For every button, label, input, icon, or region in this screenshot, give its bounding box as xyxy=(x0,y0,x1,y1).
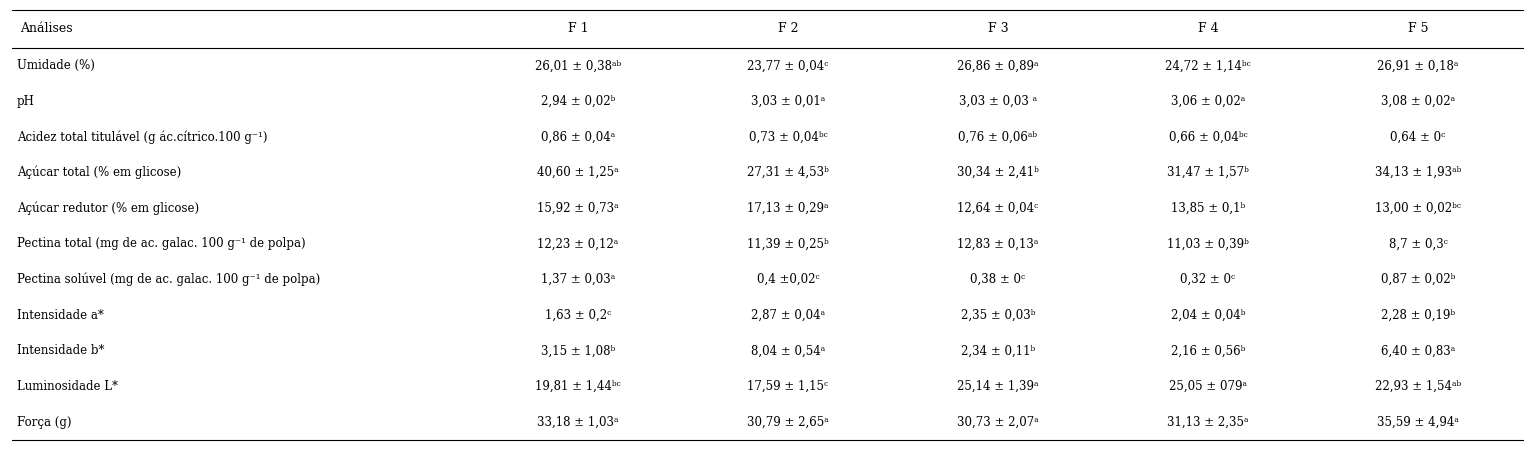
Text: Pectina total (mg de ac. galac. 100 g⁻¹ de polpa): Pectina total (mg de ac. galac. 100 g⁻¹ … xyxy=(17,238,305,251)
Text: Intensidade b*: Intensidade b* xyxy=(17,344,104,357)
Text: 3,06 ± 0,02ᵃ: 3,06 ± 0,02ᵃ xyxy=(1171,95,1245,108)
Text: 2,34 ± 0,11ᵇ: 2,34 ± 0,11ᵇ xyxy=(961,344,1035,357)
Text: 40,60 ± 1,25ᵃ: 40,60 ± 1,25ᵃ xyxy=(537,166,619,179)
Text: F 1: F 1 xyxy=(568,22,588,36)
Text: 0,4 ±0,02ᶜ: 0,4 ±0,02ᶜ xyxy=(757,273,820,286)
Text: 26,91 ± 0,18ᵃ: 26,91 ± 0,18ᵃ xyxy=(1377,59,1458,72)
Text: 1,37 ± 0,03ᵃ: 1,37 ± 0,03ᵃ xyxy=(540,273,616,286)
Text: 23,77 ± 0,04ᶜ: 23,77 ± 0,04ᶜ xyxy=(748,59,829,72)
Text: Análises: Análises xyxy=(20,22,72,36)
Text: 3,08 ± 0,02ᵃ: 3,08 ± 0,02ᵃ xyxy=(1382,95,1455,108)
Text: 31,13 ± 2,35ᵃ: 31,13 ± 2,35ᵃ xyxy=(1167,416,1248,429)
Text: 30,79 ± 2,65ᵃ: 30,79 ± 2,65ᵃ xyxy=(748,416,829,429)
Text: 11,39 ± 0,25ᵇ: 11,39 ± 0,25ᵇ xyxy=(748,238,829,251)
Text: Açúcar total (% em glicose): Açúcar total (% em glicose) xyxy=(17,166,181,180)
Text: Umidade (%): Umidade (%) xyxy=(17,59,95,72)
Text: 2,16 ± 0,56ᵇ: 2,16 ± 0,56ᵇ xyxy=(1171,344,1245,357)
Text: 8,04 ± 0,54ᵃ: 8,04 ± 0,54ᵃ xyxy=(751,344,824,357)
Text: F 2: F 2 xyxy=(778,22,798,36)
Text: 22,93 ± 1,54ᵃᵇ: 22,93 ± 1,54ᵃᵇ xyxy=(1375,380,1461,393)
Text: 0,32 ± 0ᶜ: 0,32 ± 0ᶜ xyxy=(1180,273,1236,286)
Text: 26,86 ± 0,89ᵃ: 26,86 ± 0,89ᵃ xyxy=(958,59,1039,72)
Text: 34,13 ± 1,93ᵃᵇ: 34,13 ± 1,93ᵃᵇ xyxy=(1375,166,1461,179)
Text: 15,92 ± 0,73ᵃ: 15,92 ± 0,73ᵃ xyxy=(537,202,619,215)
Text: 0,38 ± 0ᶜ: 0,38 ± 0ᶜ xyxy=(970,273,1025,286)
Text: 8,7 ± 0,3ᶜ: 8,7 ± 0,3ᶜ xyxy=(1389,238,1448,251)
Text: 35,59 ± 4,94ᵃ: 35,59 ± 4,94ᵃ xyxy=(1377,416,1458,429)
Text: F 5: F 5 xyxy=(1408,22,1428,36)
Text: 0,86 ± 0,04ᵃ: 0,86 ± 0,04ᵃ xyxy=(540,130,616,144)
Text: 0,66 ± 0,04ᵇᶜ: 0,66 ± 0,04ᵇᶜ xyxy=(1168,130,1248,144)
Text: 0,73 ± 0,04ᵇᶜ: 0,73 ± 0,04ᵇᶜ xyxy=(749,130,827,144)
Text: 1,63 ± 0,2ᶜ: 1,63 ± 0,2ᶜ xyxy=(545,309,611,322)
Text: 30,34 ± 2,41ᵇ: 30,34 ± 2,41ᵇ xyxy=(956,166,1039,179)
Text: 26,01 ± 0,38ᵃᵇ: 26,01 ± 0,38ᵃᵇ xyxy=(534,59,622,72)
Text: F 4: F 4 xyxy=(1197,22,1219,36)
Text: 25,05 ± 079ᵃ: 25,05 ± 079ᵃ xyxy=(1170,380,1246,393)
Text: 12,83 ± 0,13ᵃ: 12,83 ± 0,13ᵃ xyxy=(958,238,1039,251)
Text: 31,47 ± 1,57ᵇ: 31,47 ± 1,57ᵇ xyxy=(1167,166,1249,179)
Text: 6,40 ± 0,83ᵃ: 6,40 ± 0,83ᵃ xyxy=(1382,344,1455,357)
Text: 27,31 ± 4,53ᵇ: 27,31 ± 4,53ᵇ xyxy=(748,166,829,179)
Text: F 3: F 3 xyxy=(987,22,1008,36)
Text: 2,04 ± 0,04ᵇ: 2,04 ± 0,04ᵇ xyxy=(1171,309,1245,322)
Text: Intensidade a*: Intensidade a* xyxy=(17,309,104,322)
Text: 2,87 ± 0,04ᵃ: 2,87 ± 0,04ᵃ xyxy=(751,309,824,322)
Text: 0,87 ± 0,02ᵇ: 0,87 ± 0,02ᵇ xyxy=(1382,273,1455,286)
Text: 2,94 ± 0,02ᵇ: 2,94 ± 0,02ᵇ xyxy=(540,95,616,108)
Text: 30,73 ± 2,07ᵃ: 30,73 ± 2,07ᵃ xyxy=(956,416,1039,429)
Text: Luminosidade L*: Luminosidade L* xyxy=(17,380,118,393)
Text: 0,64 ± 0ᶜ: 0,64 ± 0ᶜ xyxy=(1391,130,1446,144)
Text: 12,64 ± 0,04ᶜ: 12,64 ± 0,04ᶜ xyxy=(958,202,1039,215)
Text: 11,03 ± 0,39ᵇ: 11,03 ± 0,39ᵇ xyxy=(1167,238,1249,251)
Text: pH: pH xyxy=(17,95,35,108)
Text: 19,81 ± 1,44ᵇᶜ: 19,81 ± 1,44ᵇᶜ xyxy=(536,380,620,393)
Text: 13,00 ± 0,02ᵇᶜ: 13,00 ± 0,02ᵇᶜ xyxy=(1375,202,1461,215)
Text: 2,28 ± 0,19ᵇ: 2,28 ± 0,19ᵇ xyxy=(1382,309,1455,322)
Text: Açúcar redutor (% em glicose): Açúcar redutor (% em glicose) xyxy=(17,202,200,215)
Text: 3,15 ± 1,08ᵇ: 3,15 ± 1,08ᵇ xyxy=(540,344,616,357)
Text: 3,03 ± 0,01ᵃ: 3,03 ± 0,01ᵃ xyxy=(751,95,824,108)
Text: 17,13 ± 0,29ᵃ: 17,13 ± 0,29ᵃ xyxy=(748,202,829,215)
Text: Pectina solúvel (mg de ac. galac. 100 g⁻¹ de polpa): Pectina solúvel (mg de ac. galac. 100 g⁻… xyxy=(17,273,321,286)
Text: 13,85 ± 0,1ᵇ: 13,85 ± 0,1ᵇ xyxy=(1171,202,1245,215)
Text: 3,03 ± 0,03 ᵃ: 3,03 ± 0,03 ᵃ xyxy=(959,95,1038,108)
Text: Acidez total titulável (g ác.cítrico.100 g⁻¹): Acidez total titulável (g ác.cítrico.100… xyxy=(17,130,267,144)
Text: 33,18 ± 1,03ᵃ: 33,18 ± 1,03ᵃ xyxy=(537,416,619,429)
Text: 0,76 ± 0,06ᵃᵇ: 0,76 ± 0,06ᵃᵇ xyxy=(958,130,1038,144)
Text: Força (g): Força (g) xyxy=(17,416,72,429)
Text: 24,72 ± 1,14ᵇᶜ: 24,72 ± 1,14ᵇᶜ xyxy=(1165,59,1251,72)
Text: 2,35 ± 0,03ᵇ: 2,35 ± 0,03ᵇ xyxy=(961,309,1035,322)
Text: 25,14 ± 1,39ᵃ: 25,14 ± 1,39ᵃ xyxy=(958,380,1039,393)
Text: 17,59 ± 1,15ᶜ: 17,59 ± 1,15ᶜ xyxy=(748,380,829,393)
Text: 12,23 ± 0,12ᵃ: 12,23 ± 0,12ᵃ xyxy=(537,238,619,251)
